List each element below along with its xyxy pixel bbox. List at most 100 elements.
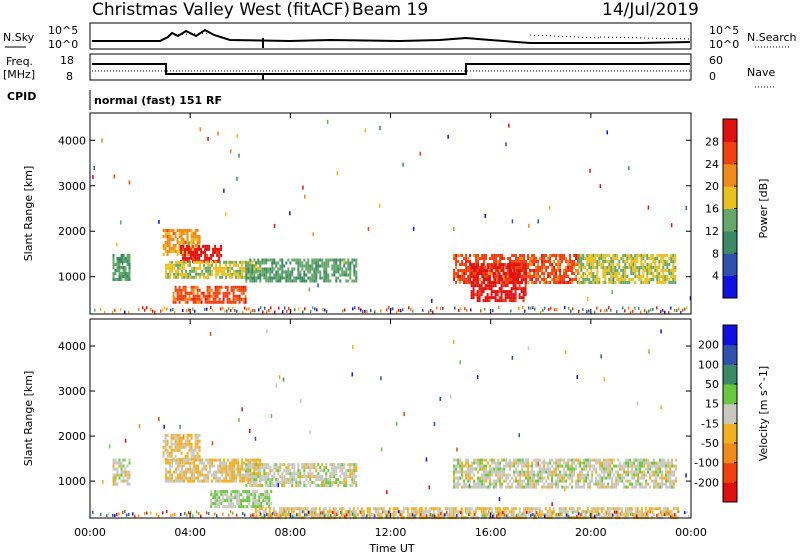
power-cell	[233, 260, 236, 264]
power-noise-cell	[278, 306, 280, 310]
nsearch-tick-high: 10^5	[709, 24, 739, 37]
velocity-cell	[331, 472, 334, 476]
velocity-cell	[603, 470, 606, 474]
power-cell	[666, 269, 669, 272]
velocity-cell	[173, 479, 176, 483]
velocity-cell	[663, 482, 666, 486]
velocity-noise-cell	[656, 514, 658, 517]
velocity-cell	[253, 469, 256, 473]
velocity-cell	[539, 476, 542, 480]
velocity-cell	[323, 484, 326, 488]
power-cell	[473, 272, 476, 275]
power-noise-cell	[652, 307, 654, 311]
power-cell	[658, 263, 661, 266]
power-cell	[281, 261, 284, 265]
velocity-cell	[112, 464, 115, 468]
velocity-cell	[124, 473, 127, 477]
power-cell	[203, 275, 206, 279]
velocity-cell	[631, 476, 634, 480]
velocity-noise-cell	[466, 511, 468, 515]
velocity-cell	[384, 510, 387, 514]
velocity-cell	[665, 476, 668, 480]
velocity-cell	[298, 507, 301, 511]
velocity-cell	[637, 458, 640, 462]
velocity-cell	[252, 493, 255, 497]
power-cell	[234, 297, 237, 301]
power-cell	[504, 293, 507, 297]
velocity-cell	[259, 481, 262, 485]
power-cell	[168, 232, 171, 235]
velocity-cell	[188, 448, 191, 452]
velocity-noise-cell	[534, 514, 536, 518]
velocity-cell	[467, 458, 470, 462]
velocity-cell	[555, 470, 558, 474]
velocity-cell	[525, 461, 528, 465]
velocity-cell	[607, 470, 610, 474]
velocity-cell	[672, 513, 675, 517]
power-cell	[656, 257, 659, 260]
power-cell	[484, 299, 487, 303]
velocity-cell	[264, 496, 267, 500]
power-cell	[301, 279, 304, 283]
velocity-cell	[601, 467, 604, 471]
power-cell	[219, 275, 222, 279]
velocity-cell	[483, 473, 486, 477]
velocity-noise-cell	[544, 514, 546, 518]
power-cell	[586, 269, 589, 272]
power-data-cells	[112, 229, 677, 304]
power-cell	[561, 257, 564, 260]
power-cell	[188, 294, 191, 298]
velocity-cell	[306, 510, 309, 514]
velocity-cell	[176, 439, 179, 443]
power-cell	[204, 250, 207, 254]
power-cell	[520, 281, 523, 285]
velocity-cell	[213, 464, 216, 468]
power-noise-cell	[254, 309, 256, 313]
velocity-noise-cell	[198, 512, 200, 515]
velocity-cell	[209, 461, 212, 465]
power-cell	[184, 250, 187, 254]
velocity-cell	[271, 478, 274, 482]
velocity-cell	[345, 469, 348, 473]
velocity-cell	[511, 476, 514, 480]
power-cell	[508, 269, 511, 273]
velocity-cell	[317, 478, 320, 482]
power-cell	[225, 266, 228, 270]
velocity-cell	[529, 485, 532, 489]
velocity-cell	[217, 467, 220, 471]
power-cell	[602, 272, 605, 275]
velocity-cell	[497, 479, 500, 483]
velocity-cell	[565, 461, 568, 465]
velocity-cell	[256, 505, 259, 509]
velocity-noise-cell	[108, 512, 110, 516]
velocity-cell	[533, 482, 536, 486]
power-cell	[588, 254, 591, 257]
power-cell	[194, 250, 197, 254]
velocity-cell	[254, 502, 257, 506]
velocity-cell	[553, 482, 556, 486]
power-cell	[257, 276, 260, 280]
velocity-cell	[261, 478, 264, 482]
velocity-cell	[584, 510, 587, 514]
velocity-cell	[309, 472, 312, 476]
velocity-cell	[348, 507, 351, 511]
power-speckle	[599, 184, 602, 189]
velocity-cell	[345, 478, 348, 482]
power-cell	[212, 297, 215, 301]
power-cell	[498, 299, 501, 303]
power-cell	[596, 275, 599, 278]
power-cell	[321, 261, 324, 265]
power-cell	[208, 244, 211, 248]
power-speckle	[304, 194, 306, 199]
power-cell	[327, 258, 330, 262]
power-cell	[493, 254, 496, 257]
velocity-cell	[657, 482, 660, 486]
velocity-cell	[246, 499, 249, 503]
power-cell	[614, 254, 617, 257]
velocity-cell	[577, 458, 580, 462]
power-cell	[309, 267, 312, 271]
velocity-noise-cell	[444, 513, 446, 517]
velocity-cell	[224, 499, 227, 503]
velocity-cell	[198, 454, 201, 458]
